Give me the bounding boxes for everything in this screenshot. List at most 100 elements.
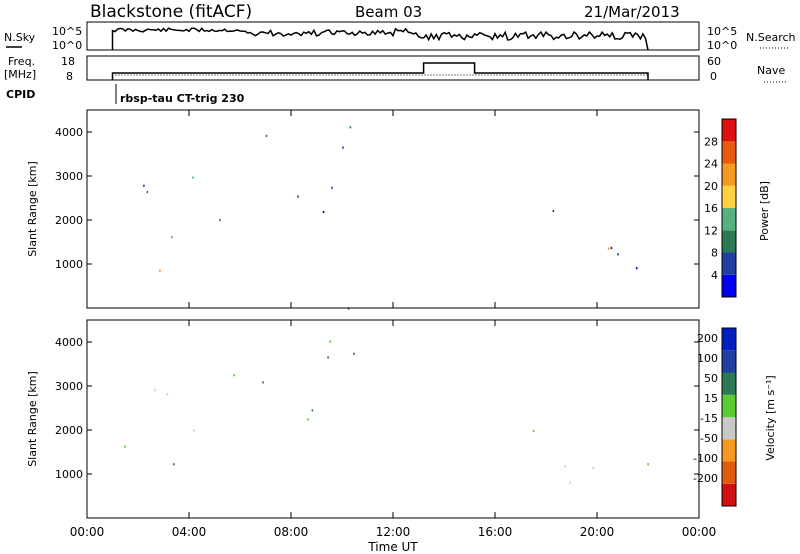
power-colorbar-tick: 28: [704, 135, 718, 148]
velocity-colorbar-label: Velocity [m s⁻¹]: [764, 375, 777, 460]
power-colorbar-tick: 4: [711, 269, 718, 282]
velocity-cell: [329, 340, 331, 343]
velocity-cell: [592, 466, 595, 469]
nsky-tick-bottom: 10^0: [52, 39, 82, 52]
y-tick-label: 1000: [55, 258, 83, 271]
y-tick-label: 4000: [55, 126, 83, 139]
power-colorbar-tick: 16: [704, 202, 718, 215]
velocity-cell: [166, 393, 169, 396]
power-cell: [146, 190, 149, 194]
power-colorbar-label: Power [dB]: [758, 181, 771, 241]
y-tick-label: 2000: [55, 424, 83, 437]
power-y-axis: 1000 2000 3000 4000: [55, 126, 699, 271]
power-colorbar-swatch: [722, 208, 736, 231]
cpid-text: rbsp-tau CT-trig 230: [120, 92, 245, 105]
x-tick-label: 00:00: [70, 525, 105, 539]
power-cell: [322, 210, 325, 214]
velocity-cell: [193, 429, 195, 432]
nsearch-label: N.Search: [746, 31, 796, 44]
beam-title: Beam 03: [355, 3, 422, 21]
velocity-cell: [647, 463, 649, 466]
nave-label: Nave: [757, 64, 785, 77]
power-colorbar-swatch: [722, 185, 736, 209]
power-colorbar-swatch: [722, 230, 736, 253]
power-colorbar-swatch: [722, 119, 736, 142]
nsky-tick-top: 10^5: [52, 25, 82, 38]
x-tick-label: 08:00: [274, 525, 309, 539]
x-axis-label: Time UT: [367, 540, 418, 554]
freq-label-line2: [MHz]: [4, 68, 36, 81]
velocity-colorbar: 200 100 50 15 -15 -50 -100 -200: [693, 327, 737, 507]
freq-trace: [111, 62, 649, 80]
x-tick-label: 04:00: [172, 525, 207, 539]
velocity-y-axis: 1000 2000 3000 4000: [55, 336, 699, 481]
power-colorbar-tick: 20: [704, 180, 718, 193]
power-ylabel: Slant Range [km]: [26, 161, 39, 257]
velocity-cell: [353, 352, 355, 355]
x-tick-label: 12:00: [376, 525, 411, 539]
velocity-colorbar-tick: 100: [697, 352, 718, 365]
freq-tick-bottom: 8: [66, 70, 73, 83]
power-cell: [617, 253, 619, 256]
velocity-colorbar-swatch: [722, 372, 736, 395]
velocity-colorbar-swatch: [722, 439, 736, 462]
velocity-colorbar-tick: -100: [693, 452, 718, 465]
y-tick-label: 3000: [55, 170, 83, 183]
velocity-colorbar-frame: [721, 327, 737, 507]
cpid-label: CPID: [6, 88, 35, 101]
velocity-cell: [311, 409, 314, 412]
velocity-cell: [173, 463, 175, 466]
power-colorbar-swatch: [722, 141, 736, 164]
nsky-label: N.Sky: [4, 31, 36, 44]
velocity-colorbar-swatch: [722, 417, 736, 440]
nsky-panel-frame: [86, 21, 700, 51]
velocity-colorbar-swatch: [722, 394, 736, 418]
power-cell: [297, 195, 299, 198]
velocity-cell: [327, 356, 329, 359]
station-title: Blackstone (fitACF): [90, 2, 252, 22]
y-tick-label: 1000: [55, 468, 83, 481]
power-cell: [171, 236, 173, 239]
velocity-cell: [532, 429, 535, 432]
power-cell: [331, 186, 333, 189]
y-tick-label: 3000: [55, 380, 83, 393]
power-colorbar-tick: 12: [704, 224, 718, 237]
power-cell: [635, 267, 638, 270]
power-cell: [349, 126, 352, 129]
velocity-heatmap-cells: [124, 340, 649, 484]
power-colorbar-swatch: [722, 252, 736, 275]
power-cell: [610, 246, 613, 250]
nave-tick-bottom: 0: [710, 70, 717, 83]
power-colorbar: 4 8 12 16 20 24 28: [704, 118, 737, 298]
y-tick-label: 4000: [55, 336, 83, 349]
nave-tick-top: 60: [707, 55, 721, 68]
velocity-colorbar-tick: -50: [700, 432, 718, 445]
power-colorbar-tick: 24: [704, 158, 718, 171]
power-cell: [552, 209, 555, 212]
power-cell: [159, 269, 161, 272]
power-colorbar-tick: 8: [711, 247, 718, 260]
power-cell: [342, 146, 344, 149]
power-cell: [607, 247, 610, 250]
velocity-colorbar-swatch: [722, 328, 736, 351]
power-heatmap-cells: [143, 126, 638, 310]
power-cell: [143, 184, 145, 187]
power-colorbar-swatch: [722, 163, 736, 186]
velocity-ylabel: Slant Range [km]: [26, 371, 39, 467]
velocity-cell: [569, 481, 571, 484]
nsky-trace: [111, 27, 649, 51]
x-tick-label: 20:00: [580, 525, 615, 539]
velocity-colorbar-swatch: [722, 350, 736, 373]
power-panel-frame: [86, 109, 700, 309]
power-colorbar-swatch: [722, 274, 736, 298]
velocity-cell: [154, 389, 156, 392]
velocity-colorbar-tick: 15: [704, 392, 718, 405]
velocity-colorbar-tick: -15: [700, 412, 718, 425]
x-tick-label: 16:00: [478, 525, 513, 539]
velocity-cell: [233, 374, 235, 377]
time-x-axis: 00:00 04:00 08:00 12:00 16:00 20:00 00:00: [70, 110, 716, 539]
velocity-cell: [124, 445, 126, 448]
velocity-panel-frame: [86, 319, 700, 519]
velocity-colorbar-swatch: [722, 483, 736, 507]
velocity-cell: [262, 381, 264, 384]
